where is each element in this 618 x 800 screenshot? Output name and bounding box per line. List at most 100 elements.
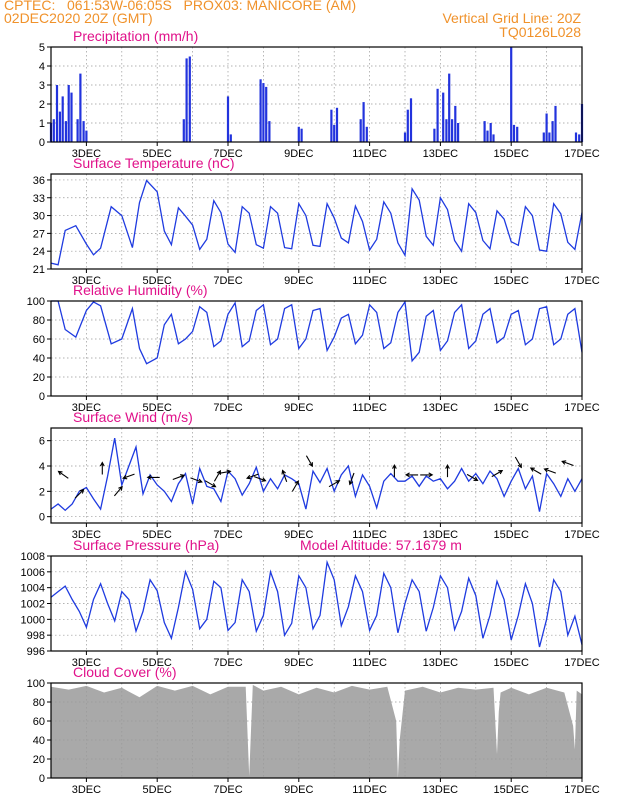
wind-xtick-label: 3DEC — [72, 529, 101, 541]
precip-bar — [64, 121, 67, 142]
wind-arrow — [113, 485, 123, 497]
pres-ytick-label: 1004 — [21, 583, 45, 595]
temp-xtick-label: 9DEC — [284, 275, 313, 287]
wind-arrow — [305, 455, 313, 468]
wind-ytick-label: 4 — [39, 461, 45, 473]
precip-bar — [574, 132, 578, 142]
pres-xtick-label: 5DEC — [143, 657, 172, 669]
precip-bar — [454, 105, 457, 142]
precip-bar — [442, 92, 445, 142]
precip-bar — [335, 107, 339, 142]
cloud-xtick-label: 7DEC — [213, 784, 242, 796]
precip-bar — [492, 134, 495, 142]
cloud-title: Cloud Cover (%) — [73, 664, 176, 680]
precip-bar — [297, 126, 300, 142]
rh-ytick-label: 40 — [33, 353, 45, 365]
cloud-xtick-label: 11DEC — [352, 784, 387, 796]
precip-bar — [333, 124, 336, 142]
wind-ytick-label: 2 — [39, 486, 45, 498]
temp-ytick-label: 24 — [33, 246, 45, 258]
temp-frame — [50, 173, 583, 270]
cloud-xtick-label: 15DEC — [493, 784, 529, 796]
precip-ytick-label: 0 — [39, 137, 45, 149]
wind-xtick-label: 5DEC — [143, 529, 172, 541]
precip-bar — [409, 98, 413, 142]
precip-bar — [451, 119, 454, 142]
temp-xtick-label: 11DEC — [352, 275, 387, 287]
wind-xtick-label: 7DEC — [213, 529, 242, 541]
cloud-ytick-label: 60 — [33, 716, 45, 728]
precip-border — [50, 46, 583, 143]
precip-bar — [268, 121, 271, 142]
pres-xtick-label: 11DEC — [352, 657, 387, 669]
temp-xtick-label: 7DEC — [213, 275, 242, 287]
precip-bar — [551, 121, 554, 142]
wind-arrow — [404, 472, 419, 478]
wind-xtick-label: 13DEC — [423, 529, 459, 541]
pres-xtick-label: 3DEC — [72, 657, 101, 669]
pres-ytick-label: 1006 — [21, 567, 45, 579]
cloud-xtick-label: 13DEC — [423, 784, 459, 796]
pres-title: Surface Pressure (hPa) — [73, 537, 219, 553]
temp-xtick-label: 15DEC — [493, 275, 529, 287]
rh-ytick-label: 80 — [33, 315, 45, 327]
wind-arrow — [57, 470, 69, 479]
precip-bar — [76, 119, 79, 142]
precip-xtick-label: 15DEC — [493, 148, 529, 160]
wind-arrow — [466, 473, 479, 481]
wind-xtick-label: 17DEC — [564, 529, 600, 541]
wind-arrow — [392, 463, 397, 478]
precip-bar — [457, 123, 460, 142]
precip-bar — [545, 113, 548, 142]
wind-arrow — [543, 467, 556, 474]
precip-bar — [79, 73, 82, 142]
precip-bar — [406, 109, 409, 142]
precip-bar — [85, 130, 88, 142]
wind-arrow — [218, 469, 232, 475]
precip-bar — [259, 79, 262, 142]
rh-series-line — [51, 300, 583, 365]
precip-bar — [188, 56, 191, 142]
cloud-border — [50, 682, 583, 779]
rh-border — [50, 300, 583, 397]
wind-arrow — [146, 475, 160, 480]
precip-bar — [542, 132, 545, 142]
precip-bar — [55, 85, 59, 142]
precip-bar — [548, 132, 551, 142]
temp-series-line — [50, 179, 583, 266]
wind-arrow — [254, 476, 267, 482]
wind-arrow — [420, 472, 434, 478]
temp-xtick-label: 5DEC — [143, 275, 172, 287]
precip-xtick-label: 17DEC — [564, 148, 600, 160]
pres-xtick-label: 7DEC — [213, 657, 242, 669]
temp-xtick-label: 17DEC — [564, 275, 600, 287]
precip-bar — [436, 88, 439, 142]
cloud-xtick-label: 3DEC — [72, 784, 101, 796]
wind-arrow — [491, 470, 504, 478]
rh-xtick-label: 3DEC — [72, 402, 101, 414]
precip-xtick-label: 11DEC — [352, 148, 387, 160]
wind-arrow — [99, 461, 105, 475]
precip-bar — [300, 128, 303, 142]
precip-frame — [50, 46, 583, 143]
precip-bar — [67, 85, 70, 142]
wind-arrow — [445, 463, 450, 478]
wind-arrow — [529, 467, 542, 475]
precip-bar — [52, 119, 55, 142]
precip-xtick-label: 3DEC — [72, 148, 101, 160]
precip-title: Precipitation (mm/h) — [73, 28, 198, 44]
wind-arrow — [281, 469, 288, 482]
precip-ytick-label: 4 — [39, 61, 45, 73]
precip-bar — [330, 109, 333, 142]
wind-ytick-label: 6 — [39, 436, 45, 448]
precip-bar — [445, 119, 448, 142]
temp-ytick-label: 27 — [33, 228, 45, 240]
rh-ytick-label: 100 — [27, 296, 45, 308]
precip-bar — [510, 47, 513, 142]
temp-xtick-label: 13DEC — [423, 275, 459, 287]
rh-xtick-label: 11DEC — [352, 402, 387, 414]
pres-annotation: Model Altitude: 57.1679 m — [300, 537, 462, 553]
cloud-ytick-label: 0 — [39, 773, 45, 785]
pres-xtick-label: 15DEC — [493, 657, 529, 669]
